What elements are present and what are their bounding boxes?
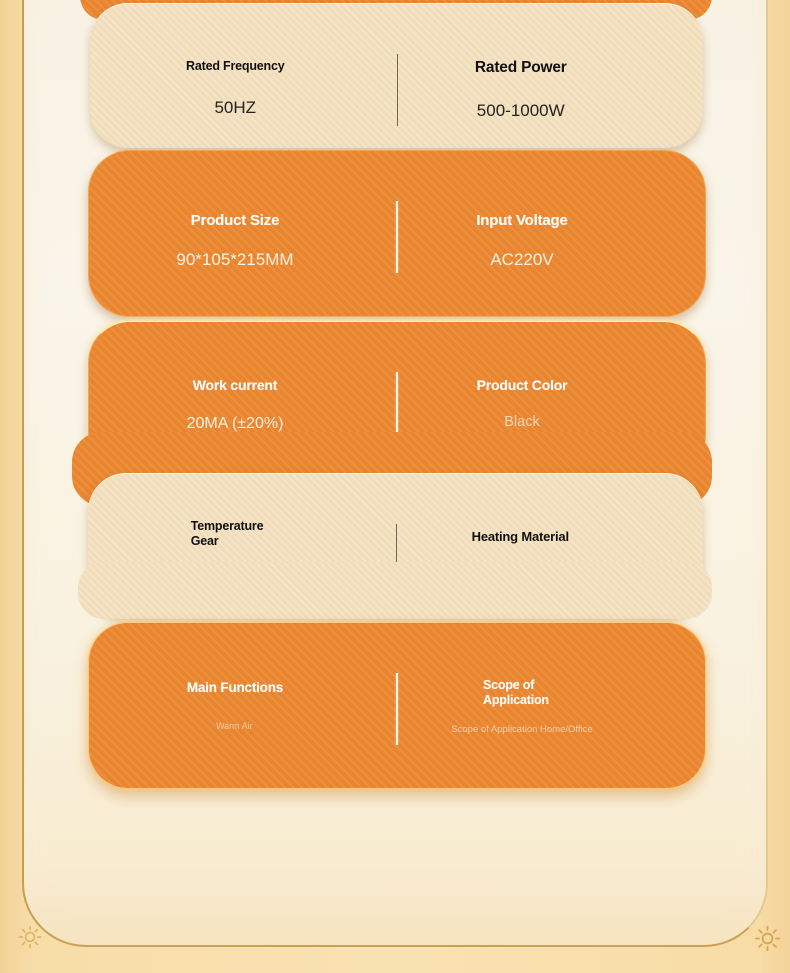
spec-cell-product-color: Product Color Black bbox=[397, 322, 705, 477]
spec-cell-work-current: Work current 20MA (±20%) bbox=[89, 322, 397, 477]
spec-label: Temperature Gear bbox=[190, 519, 264, 548]
spec-value: Scope of Application Home/Office bbox=[451, 723, 593, 735]
spec-label: Input Voltage bbox=[476, 212, 568, 229]
sun-icon bbox=[17, 924, 43, 950]
spec-label: Scope of Application bbox=[483, 678, 549, 707]
spec-cell-input-voltage: Input Voltage AC220V bbox=[397, 151, 705, 316]
divider bbox=[395, 524, 397, 596]
divider bbox=[396, 54, 398, 126]
spec-label: Heating Material bbox=[471, 529, 569, 544]
spec-value: AC220V bbox=[490, 249, 554, 269]
spec-label: Rated Frequency bbox=[186, 59, 285, 73]
spec-value: 500-1000W bbox=[476, 101, 565, 121]
spec-cell-main-functions: Main Functions Warm Air bbox=[89, 623, 397, 788]
divider bbox=[396, 372, 398, 444]
card-backer bbox=[78, 562, 712, 619]
spec-label: Main Functions bbox=[186, 680, 284, 695]
spec-cell-product-size: Product Size 90*105*215MM bbox=[89, 151, 397, 316]
sun-icon bbox=[753, 924, 782, 953]
spec-value: Warm Air bbox=[216, 720, 253, 731]
spec-card-functions-scope: Main Functions Warm Air Scope of Applica… bbox=[88, 622, 706, 789]
spec-card-stack: Rated Frequency 50HZ Rated Power 500-100… bbox=[72, 0, 712, 973]
divider bbox=[396, 201, 398, 273]
spec-label: Product Size bbox=[190, 212, 280, 229]
spec-label: Rated Power bbox=[474, 59, 567, 76]
spec-cell-rated-frequency: Rated Frequency 50HZ bbox=[90, 4, 397, 148]
spec-card-size-voltage: Product Size 90*105*215MM Input Voltage … bbox=[88, 150, 706, 317]
spec-label: Product Color bbox=[476, 377, 568, 393]
spec-value: 90*105*215MM bbox=[176, 249, 294, 269]
spec-card-rated: Rated Frequency 50HZ Rated Power 500-100… bbox=[90, 3, 703, 148]
spec-value: 20MA (±20%) bbox=[186, 414, 284, 432]
spec-cell-rated-power: Rated Power 500-1000W bbox=[397, 4, 704, 148]
spec-cell-scope-of-application: Scope of Application Scope of Applicatio… bbox=[397, 623, 705, 788]
spec-value: Black bbox=[504, 413, 540, 430]
spec-label: Work current bbox=[192, 377, 278, 393]
divider bbox=[396, 673, 398, 745]
spec-value: 50HZ bbox=[214, 97, 257, 117]
